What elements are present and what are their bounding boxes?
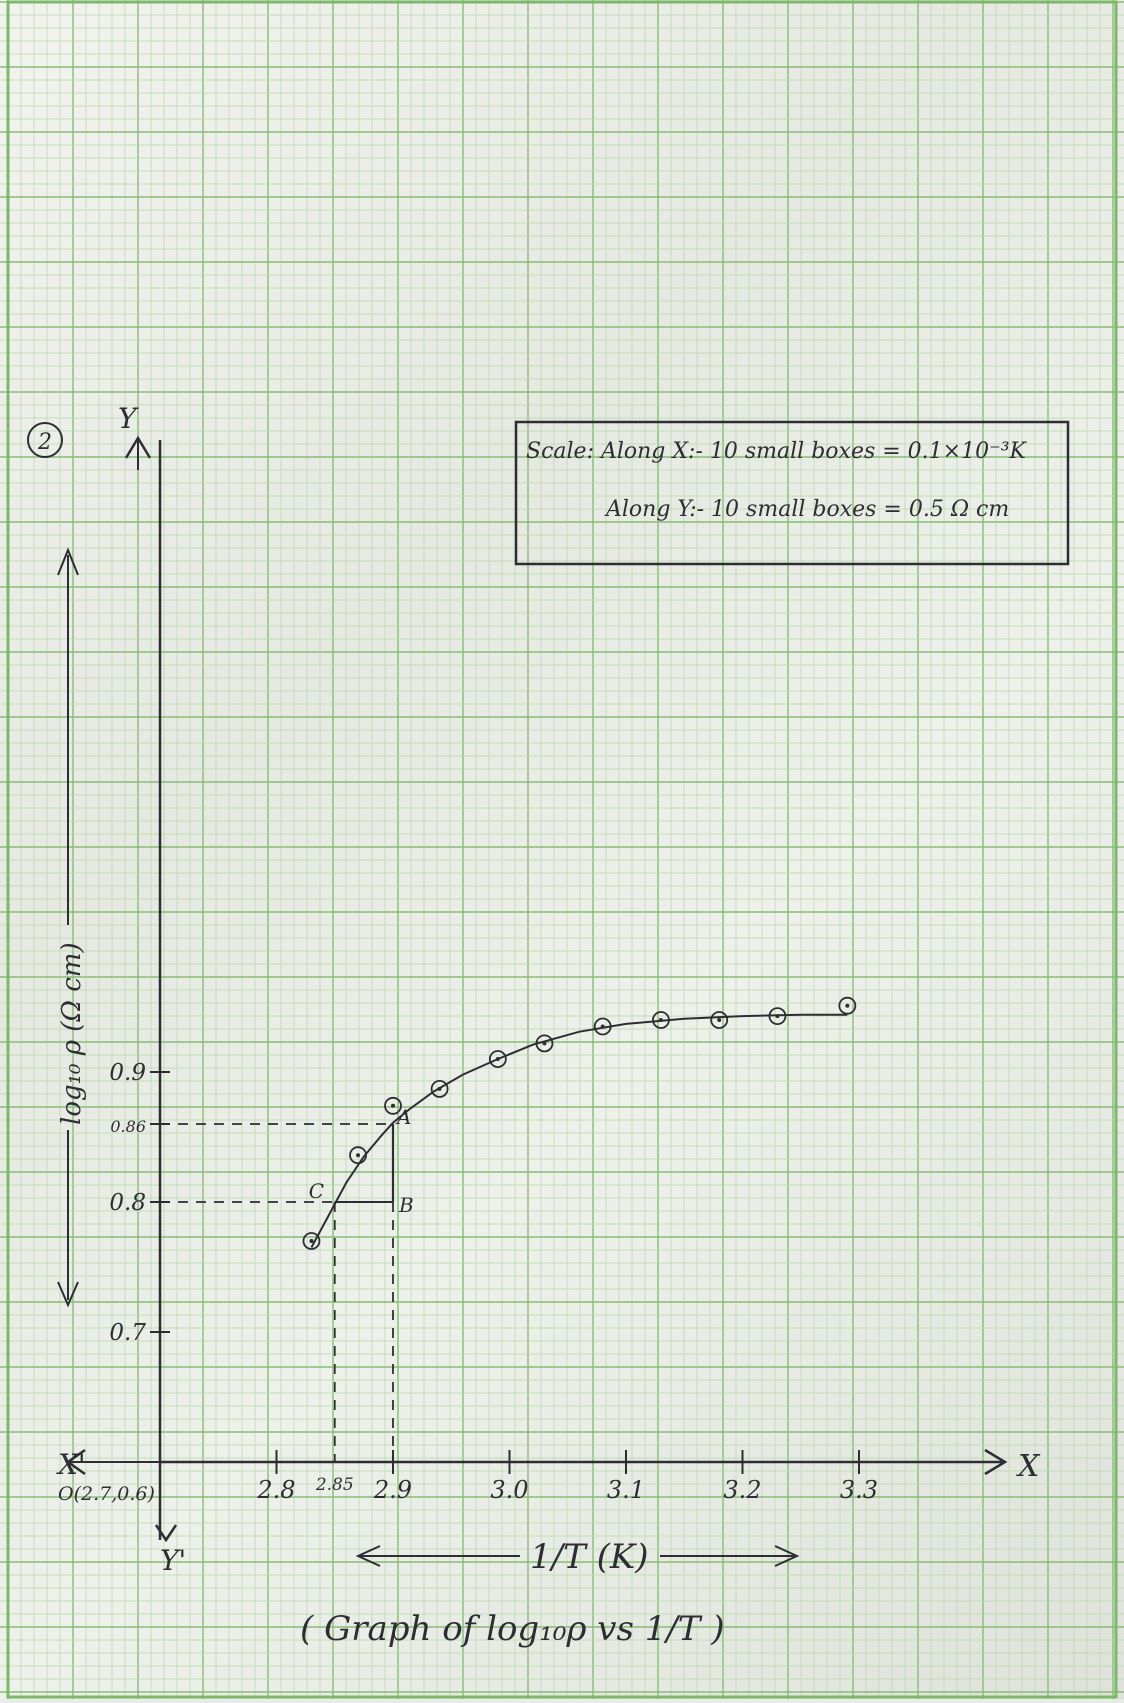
y-axis-title: log₁₀ ρ (Ω cm)	[57, 942, 87, 1125]
data-point-dot	[437, 1086, 442, 1091]
y-axis-letter: Y	[118, 402, 139, 435]
y-tick-label: 0.86	[110, 1117, 146, 1136]
data-point-dot	[391, 1103, 395, 1108]
x-neg-axis-letter: X'	[56, 1448, 86, 1481]
data-point-ring	[488, 1050, 507, 1068]
x-tick-label: 2.85	[315, 1475, 354, 1495]
figure-number: 2	[37, 430, 52, 455]
x-tick-label: 3.1	[607, 1476, 645, 1504]
data-point-dot	[658, 1018, 663, 1022]
data-point	[349, 1146, 367, 1165]
figure-number-circle	[27, 422, 63, 458]
x-tick-label: 3.3	[840, 1476, 878, 1504]
data-point-ring	[710, 1011, 729, 1029]
x-tick-label: 3.2	[723, 1476, 761, 1504]
y-label-arrowhead-up	[57, 547, 79, 576]
data-point-dot	[845, 1003, 850, 1008]
data-point-dot	[600, 1024, 605, 1029]
x-label-arrowhead-right	[774, 1545, 800, 1567]
data-point-ring	[430, 1080, 449, 1098]
data-point-ring	[349, 1146, 367, 1165]
point-label-C: C	[309, 1179, 324, 1203]
y-tick-label: 0.8	[109, 1190, 146, 1216]
x-axis-arrowhead	[984, 1448, 1008, 1476]
x-label-arrowhead-left	[355, 1545, 381, 1567]
data-point-ring	[384, 1096, 402, 1115]
x-tick-label: 2.8	[256, 1476, 295, 1504]
data-point	[488, 1050, 507, 1068]
data-point-dot	[309, 1239, 314, 1243]
data-point	[430, 1080, 449, 1098]
x-axis-letter: X	[1016, 1449, 1041, 1484]
x-axis-title: 1/T (K)	[530, 1537, 649, 1577]
y-tick-label: 0.9	[109, 1060, 146, 1086]
scale-line-1: Scale: Along X:- 10 small boxes = 0.1×10…	[526, 439, 1028, 464]
scale-line-2: Along Y:- 10 small boxes = 0.5 Ω cm	[604, 497, 1009, 522]
data-point-dot	[775, 1014, 780, 1019]
data-point-dot	[495, 1057, 500, 1061]
data-point-ring	[838, 996, 857, 1015]
data-point-ring	[535, 1034, 554, 1053]
scale-box	[514, 420, 1070, 566]
data-point	[768, 1007, 787, 1025]
y-neg-arrowhead	[154, 1524, 178, 1543]
data-point	[384, 1096, 402, 1115]
data-point-ring	[652, 1011, 670, 1029]
y-label-arrowhead-down	[57, 1281, 79, 1308]
graph-caption: ( Graph of log₁₀ρ vs 1/T )	[300, 1609, 725, 1649]
x-tick-label: 2.9	[373, 1476, 412, 1504]
data-point	[652, 1011, 670, 1029]
data-point	[838, 996, 857, 1015]
x-tick-label: 3.0	[490, 1476, 528, 1504]
data-point-dot	[717, 1018, 722, 1022]
paper-border	[6, 0, 1118, 1699]
y-tick-label: 0.7	[109, 1320, 146, 1346]
data-point	[302, 1232, 321, 1250]
data-point	[593, 1017, 612, 1036]
point-label-B: B	[398, 1193, 414, 1217]
data-point-dot	[356, 1153, 361, 1158]
fitted-curve	[310, 1013, 848, 1248]
data-point-ring	[593, 1017, 612, 1036]
data-point	[710, 1011, 729, 1029]
data-point-dot	[542, 1041, 547, 1046]
data-point-ring	[302, 1232, 321, 1250]
y-neg-axis-letter: Y'	[160, 1544, 186, 1577]
origin-label: O(2.7,0.6)	[58, 1483, 155, 1505]
data-point	[535, 1034, 554, 1053]
data-point-ring	[768, 1007, 787, 1025]
